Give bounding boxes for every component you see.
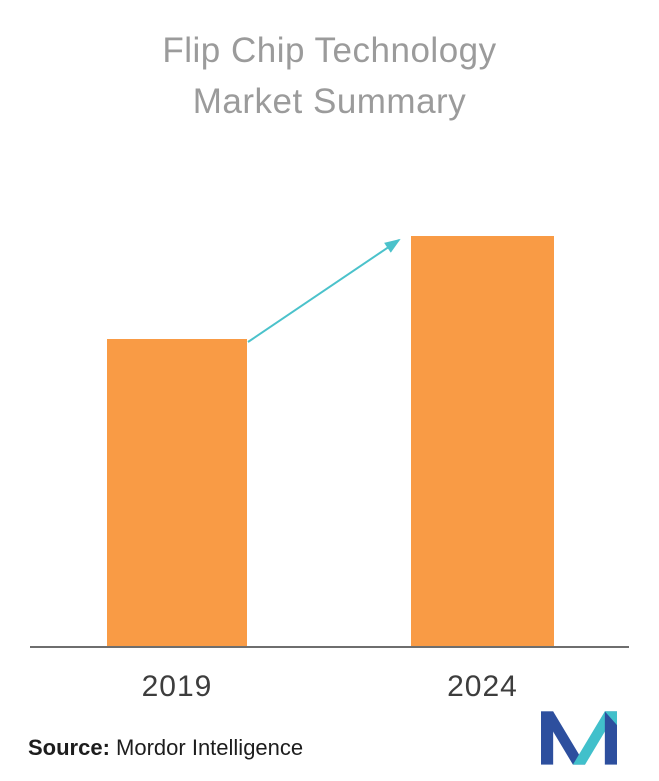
logo-corner-accent [604,711,617,726]
source-line: Source: Mordor Intelligence [28,735,303,761]
mordor-intelligence-logo [541,711,617,765]
logo-down-diagonal [541,711,586,765]
logo-right-bar [604,711,617,765]
source-text: Mordor Intelligence [109,735,304,760]
chart-title-line1: Flip Chip Technology [162,31,497,70]
x-tick-label-2019: 2019 [141,670,213,703]
x-axis-line [30,646,629,648]
bar-2024 [411,236,554,648]
chart-title: Flip Chip Technology Market Summary [0,26,659,128]
source-label: Source: [28,735,110,760]
bar-2019 [107,339,247,648]
plot-area [30,230,629,648]
x-tick-label-2024: 2024 [447,670,518,703]
chart-title-line2: Market Summary [192,81,467,121]
